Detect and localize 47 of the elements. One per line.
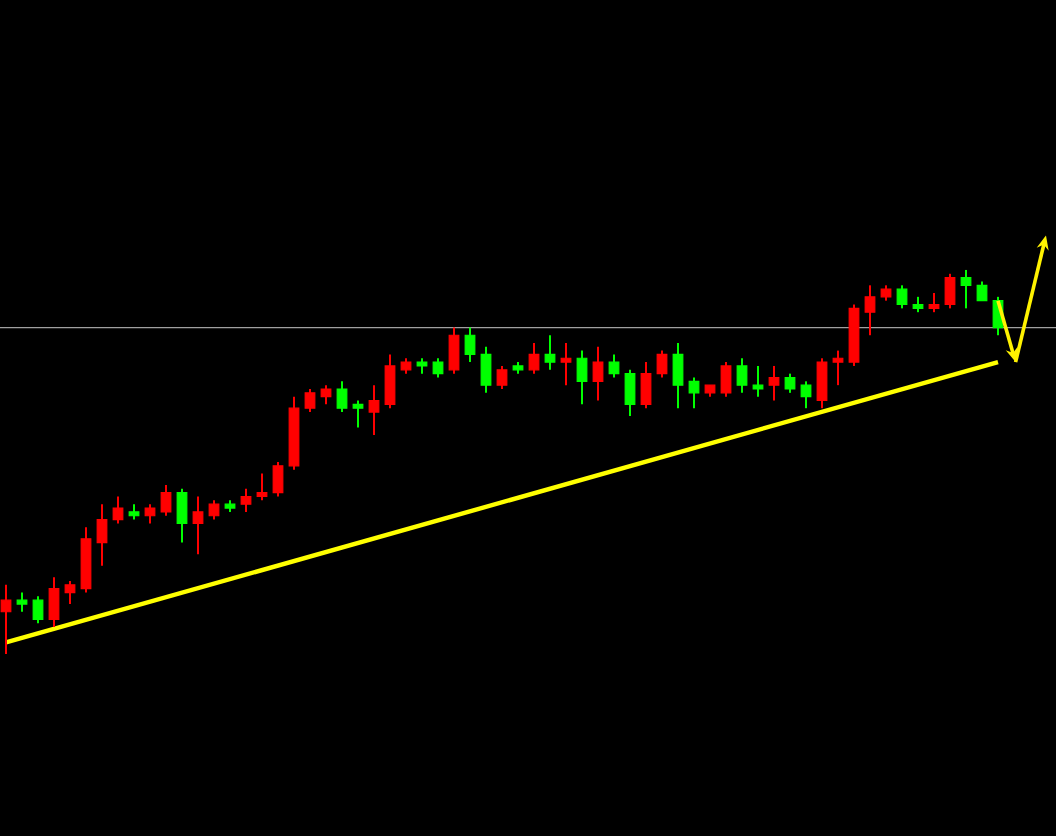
candlestick xyxy=(336,380,348,414)
candlestick xyxy=(16,591,28,613)
candlestick xyxy=(464,326,476,364)
candlestick xyxy=(352,399,364,429)
candlestick xyxy=(304,388,316,414)
candlestick xyxy=(496,364,508,390)
candlestick xyxy=(240,487,252,513)
candlestick xyxy=(112,495,124,525)
candlestick xyxy=(64,580,76,606)
candlestick xyxy=(864,284,876,337)
candlestick xyxy=(448,326,460,375)
candlestick xyxy=(144,503,156,525)
candlestick xyxy=(720,361,732,398)
candlestick xyxy=(368,384,380,437)
candlestick xyxy=(672,341,684,410)
candlestick xyxy=(560,341,572,387)
candlestick xyxy=(768,364,780,402)
candlestick xyxy=(576,349,588,406)
candlestick xyxy=(32,595,44,625)
candlestick xyxy=(976,280,988,302)
candlestick xyxy=(272,460,284,498)
candlestick xyxy=(960,268,972,310)
candlestick xyxy=(592,345,604,402)
candlestick xyxy=(608,353,620,379)
candlestick xyxy=(624,368,636,417)
candlestick xyxy=(480,345,492,394)
candlestick xyxy=(528,341,540,375)
candlestick xyxy=(544,334,556,371)
candlestick xyxy=(256,472,268,502)
candlestick xyxy=(96,503,108,567)
candlestick xyxy=(736,357,748,394)
candlestick xyxy=(784,372,796,394)
candlestick xyxy=(48,576,60,629)
candlestick xyxy=(816,357,828,410)
candlestick xyxy=(432,357,444,379)
candlestick xyxy=(928,291,940,314)
candlestick xyxy=(832,349,844,387)
candlestick xyxy=(640,361,652,410)
candlestick xyxy=(384,353,396,410)
candlestick xyxy=(160,484,172,517)
candlestick xyxy=(944,272,956,310)
candlestick xyxy=(656,349,668,379)
candlestick xyxy=(192,495,204,556)
candlestick xyxy=(320,384,332,406)
candlestick xyxy=(752,364,764,398)
candlestick xyxy=(176,487,188,544)
candlestick xyxy=(896,284,908,310)
